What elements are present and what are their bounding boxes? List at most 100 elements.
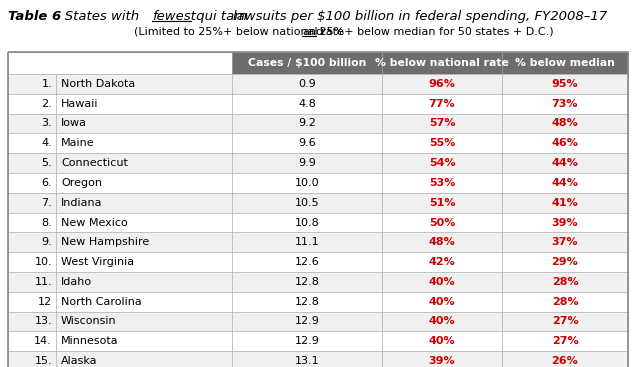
Bar (56, 193, 232, 212)
Bar (382, 193, 502, 212)
Text: North Carolina: North Carolina (61, 297, 142, 307)
Text: 50%: 50% (429, 218, 455, 228)
Text: (Limited to 25%+ below national rate: (Limited to 25%+ below national rate (134, 27, 347, 37)
Text: 10.8: 10.8 (294, 218, 319, 228)
Bar (232, 292, 382, 312)
Bar (232, 312, 382, 331)
Text: 53%: 53% (429, 178, 455, 188)
Text: 9.2: 9.2 (298, 119, 316, 128)
Text: Wisconsin: Wisconsin (61, 316, 116, 327)
Text: 4.8: 4.8 (298, 99, 316, 109)
Text: North Dakota: North Dakota (61, 79, 135, 89)
Text: 12.6: 12.6 (294, 257, 319, 267)
Text: Alaska: Alaska (61, 356, 97, 366)
Text: 5.: 5. (41, 158, 52, 168)
Bar (56, 94, 232, 114)
Bar (502, 331, 628, 351)
Bar (8, 74, 56, 94)
Bar (382, 232, 502, 252)
Text: 9.9: 9.9 (298, 158, 316, 168)
Text: 57%: 57% (429, 119, 455, 128)
Bar (382, 292, 502, 312)
Bar (502, 193, 628, 212)
Bar (56, 292, 232, 312)
Text: 10.5: 10.5 (294, 198, 319, 208)
Bar (8, 292, 56, 312)
Text: 48%: 48% (429, 237, 455, 247)
Text: 11.1: 11.1 (294, 237, 319, 247)
Bar (382, 153, 502, 173)
Text: 11.: 11. (34, 277, 52, 287)
Text: Table 6: Table 6 (8, 10, 61, 23)
Text: 12: 12 (38, 297, 52, 307)
Bar (56, 212, 232, 232)
Bar (56, 312, 232, 331)
Bar (56, 252, 232, 272)
Bar (232, 193, 382, 212)
Bar (502, 312, 628, 331)
Text: 3.: 3. (41, 119, 52, 128)
Text: 9.6: 9.6 (298, 138, 316, 148)
Bar (502, 351, 628, 367)
Bar (8, 153, 56, 173)
Text: 40%: 40% (429, 336, 455, 346)
Text: Connecticut: Connecticut (61, 158, 128, 168)
Text: 51%: 51% (429, 198, 455, 208)
Bar (382, 52, 502, 74)
Text: 54%: 54% (429, 158, 455, 168)
Text: 39%: 39% (429, 356, 455, 366)
Bar (232, 351, 382, 367)
Bar (382, 212, 502, 232)
Text: 39%: 39% (551, 218, 578, 228)
Bar (8, 351, 56, 367)
Bar (8, 212, 56, 232)
Bar (502, 114, 628, 133)
Bar (232, 52, 382, 74)
Text: fewest: fewest (152, 10, 196, 23)
Text: 25%+ below median for 50 states + D.C.): 25%+ below median for 50 states + D.C.) (316, 27, 553, 37)
Text: 44%: 44% (551, 178, 578, 188)
Bar (8, 173, 56, 193)
Text: 77%: 77% (429, 99, 455, 109)
Text: 8.: 8. (41, 218, 52, 228)
Text: 37%: 37% (552, 237, 578, 247)
Text: 13.: 13. (34, 316, 52, 327)
Bar (502, 212, 628, 232)
Bar (8, 52, 232, 74)
Bar (232, 114, 382, 133)
Bar (8, 331, 56, 351)
Text: 27%: 27% (551, 336, 578, 346)
Bar (502, 232, 628, 252)
Bar (502, 52, 628, 74)
Text: 26%: 26% (551, 356, 578, 366)
Bar (56, 114, 232, 133)
Bar (382, 114, 502, 133)
Bar (8, 94, 56, 114)
Text: 12.8: 12.8 (294, 277, 319, 287)
Text: % below median: % below median (515, 58, 615, 68)
Text: 10.0: 10.0 (294, 178, 319, 188)
Text: New Hampshire: New Hampshire (61, 237, 149, 247)
Text: 4.: 4. (41, 138, 52, 148)
Text: Minnesota: Minnesota (61, 336, 119, 346)
Text: West Virginia: West Virginia (61, 257, 134, 267)
Bar (56, 133, 232, 153)
Bar (56, 173, 232, 193)
Bar (8, 133, 56, 153)
Bar (502, 133, 628, 153)
Bar (56, 272, 232, 292)
Text: qui tam: qui tam (192, 10, 251, 23)
Text: Idaho: Idaho (61, 277, 92, 287)
Bar (232, 212, 382, 232)
Text: 15.: 15. (34, 356, 52, 366)
Bar (502, 74, 628, 94)
Text: 2.: 2. (41, 99, 52, 109)
Text: 7.: 7. (41, 198, 52, 208)
Bar (382, 272, 502, 292)
Bar (382, 351, 502, 367)
Text: Oregon: Oregon (61, 178, 102, 188)
Text: Indiana: Indiana (61, 198, 102, 208)
Bar (232, 133, 382, 153)
Text: 27%: 27% (551, 316, 578, 327)
Text: 96%: 96% (429, 79, 455, 89)
